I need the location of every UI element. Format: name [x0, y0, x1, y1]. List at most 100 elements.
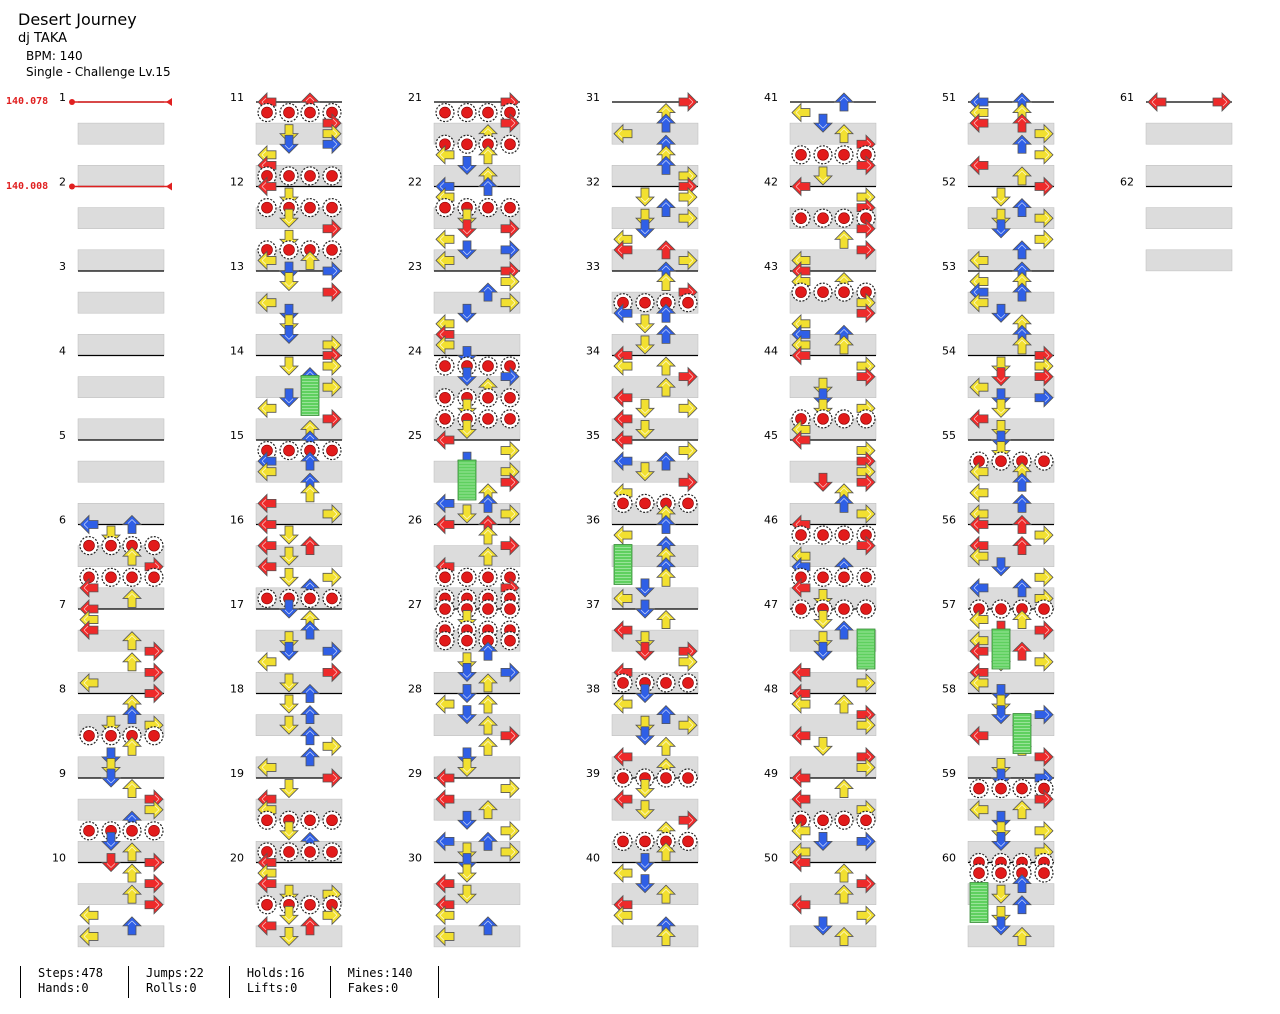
up-arrow-icon [1012, 493, 1032, 513]
left-arrow-icon [257, 556, 277, 577]
left-arrow-icon [435, 430, 455, 450]
right-arrow-icon [678, 250, 698, 271]
measure-number: 51 [942, 91, 956, 104]
measure: 28 [408, 683, 521, 779]
bpm-change-marker [166, 182, 172, 191]
up-arrow-icon [834, 493, 854, 513]
mine-icon [635, 831, 655, 851]
left-arrow-icon [257, 398, 277, 419]
mine-icon [969, 599, 989, 619]
mine-icon [834, 409, 854, 429]
left-arrow-icon [79, 577, 99, 598]
measure-number: 18 [230, 683, 244, 696]
right-arrow-icon [856, 873, 876, 894]
down-arrow-icon [101, 831, 121, 851]
up-arrow-icon [478, 546, 498, 566]
mine-icon [813, 567, 833, 587]
song-title: Desert Journey [18, 10, 137, 29]
mine-icon [300, 842, 320, 862]
up-arrow-icon [1012, 800, 1032, 820]
measure-number: 23 [408, 260, 422, 273]
right-arrow-icon [500, 820, 520, 841]
measure: 34 [586, 345, 699, 441]
left-arrow-icon [791, 789, 811, 810]
up-arrow-icon [122, 546, 142, 566]
down-arrow-icon [279, 779, 299, 799]
mine-icon [300, 810, 320, 830]
down-arrow-icon [279, 546, 299, 566]
right-arrow-icon [1034, 567, 1054, 588]
left-arrow-icon [791, 577, 811, 598]
stat-lifts: Lifts:0 [246, 981, 298, 995]
measure-number: 52 [942, 176, 956, 189]
measure: 24 [408, 345, 521, 441]
mine-icon [834, 282, 854, 302]
measure-number: 35 [586, 429, 600, 442]
mine-icon [322, 240, 342, 260]
down-arrow-icon [457, 504, 477, 524]
down-arrow-icon [279, 272, 299, 292]
left-arrow-icon [969, 799, 989, 820]
down-arrow-icon [279, 694, 299, 714]
up-arrow-icon [300, 620, 320, 640]
mine-icon [279, 842, 299, 862]
up-arrow-icon [1012, 198, 1032, 218]
measure-number: 58 [942, 683, 956, 696]
mine-icon [834, 567, 854, 587]
mine-icon [300, 166, 320, 186]
left-arrow-icon [79, 926, 99, 947]
measure: 11 [230, 91, 343, 187]
stats-footer: Steps:478 Hands:0 Jumps:22 Rolls:0 Holds… [20, 966, 439, 998]
mine-icon [1012, 863, 1032, 883]
mine-icon [79, 726, 99, 746]
mine-icon [656, 493, 676, 513]
right-arrow-icon [856, 535, 876, 556]
right-arrow-icon [1034, 746, 1054, 767]
down-arrow-icon [101, 853, 121, 873]
mine-icon [613, 768, 633, 788]
measure: 23 [408, 260, 521, 356]
mine-icon [457, 388, 477, 408]
mine-icon [257, 240, 277, 260]
left-arrow-icon [791, 102, 811, 123]
down-arrow-icon [991, 303, 1011, 323]
measure: 62 [1120, 176, 1233, 272]
down-arrow-icon [457, 863, 477, 883]
up-arrow-icon [478, 145, 498, 165]
mine-icon [791, 810, 811, 830]
measure: 61 [1120, 91, 1233, 187]
down-arrow-icon [813, 916, 833, 936]
measure: 39 [586, 767, 699, 863]
stat-steps: Steps:478 [38, 966, 104, 980]
left-arrow-icon [257, 292, 277, 313]
up-arrow-icon [478, 525, 498, 545]
up-arrow-icon [1012, 536, 1032, 556]
up-arrow-icon [122, 588, 142, 608]
measure-number: 10 [52, 852, 66, 865]
left-arrow-icon [969, 250, 989, 271]
measure-number: 20 [230, 852, 244, 865]
measure: 46 [764, 514, 877, 610]
right-arrow-icon [1034, 387, 1054, 408]
measure: 19 [230, 767, 343, 863]
up-arrow-icon [300, 451, 320, 471]
mine-icon [856, 208, 876, 228]
mine-icon [791, 208, 811, 228]
stats-divider [437, 966, 439, 998]
measure-number: 33 [586, 260, 600, 273]
measure: 58 [942, 683, 1055, 779]
measure-number: 21 [408, 91, 422, 104]
stat-hands: Hands:0 [38, 981, 89, 995]
measure-number: 29 [408, 767, 422, 780]
mine-icon [300, 198, 320, 218]
mine-icon [457, 567, 477, 587]
measure-number: 40 [586, 852, 600, 865]
up-arrow-icon [834, 863, 854, 883]
up-arrow-icon [1012, 472, 1032, 492]
stat-jumps: Jumps:22 [146, 966, 204, 980]
measure: 15 [230, 429, 343, 525]
mine-icon [791, 409, 811, 429]
right-arrow-icon [856, 757, 876, 778]
down-arrow-icon [457, 303, 477, 323]
measure-number: 47 [764, 598, 778, 611]
